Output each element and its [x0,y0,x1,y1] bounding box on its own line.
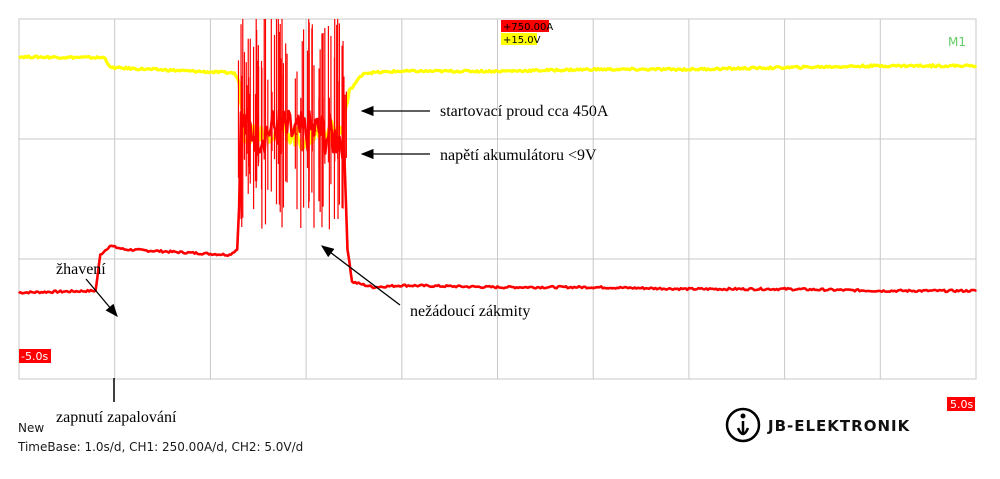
ringing-arrow [320,245,401,306]
point-ch1 [592,286,594,289]
point-ch1 [372,286,374,289]
point-ch2 [104,56,106,59]
point-ch1 [348,259,350,262]
point-ch2 [975,65,977,67]
point-ch1 [99,254,102,256]
point-ch2 [688,68,690,71]
annotation-start-current: startovací proud cca 450A [440,103,609,120]
point-ch1 [123,248,126,251]
time-end-bg [947,397,975,411]
point-ch1 [783,288,786,290]
trace-ch1 [18,107,977,295]
time-start-label: -5.0s [21,350,48,363]
status-new-label: New [18,421,45,435]
point-ch2 [783,66,786,69]
annotation-battery-voltage: napětí akumulátoru <9V [440,147,597,164]
point-ch2 [592,68,594,71]
glow-arrow [85,278,118,317]
time-end-label: 5.0s [950,398,973,411]
traces [18,19,977,295]
annotation-ringing: nežádoucí zákmity [410,303,530,320]
brand-name: JB-ELEKTRONIK [768,417,911,435]
point-ch1 [109,245,111,247]
point-ch2 [109,66,111,69]
point-ch1 [236,248,238,251]
point-ch1 [688,288,690,290]
ch2-top-marker: +15.0V [503,35,541,46]
point-ch1 [228,254,231,256]
point-ch2 [496,70,499,72]
annotation-ignition: zapnutí zapalování [56,409,177,426]
point-ch1 [879,290,882,292]
math-marker: M1 [948,35,966,49]
point-ch1 [401,284,403,287]
time-start-bg [19,349,51,363]
ch1-top-marker-bg [501,20,549,32]
point-ch1 [975,290,977,292]
jb-logo-icon [725,407,761,443]
grid [18,18,977,380]
ch1-top-marker: +750.00A [503,22,553,33]
point-ch2 [879,65,882,67]
point-ch2 [233,72,236,74]
point-ch2 [348,90,350,92]
point-ch2 [18,56,20,58]
point-ch1 [351,281,353,283]
point-ch1 [314,129,317,132]
ch2-top-marker-bg [501,33,537,45]
annotation-glow: žhavení [56,261,106,278]
point-ch2 [362,72,365,74]
point-ch2 [401,70,403,72]
status-timebase: TimeBase: 1.0s/d, CH1: 250.00A/d, CH2: 5… [18,440,304,454]
point-ch1 [496,286,499,289]
point-ch1 [18,291,20,294]
